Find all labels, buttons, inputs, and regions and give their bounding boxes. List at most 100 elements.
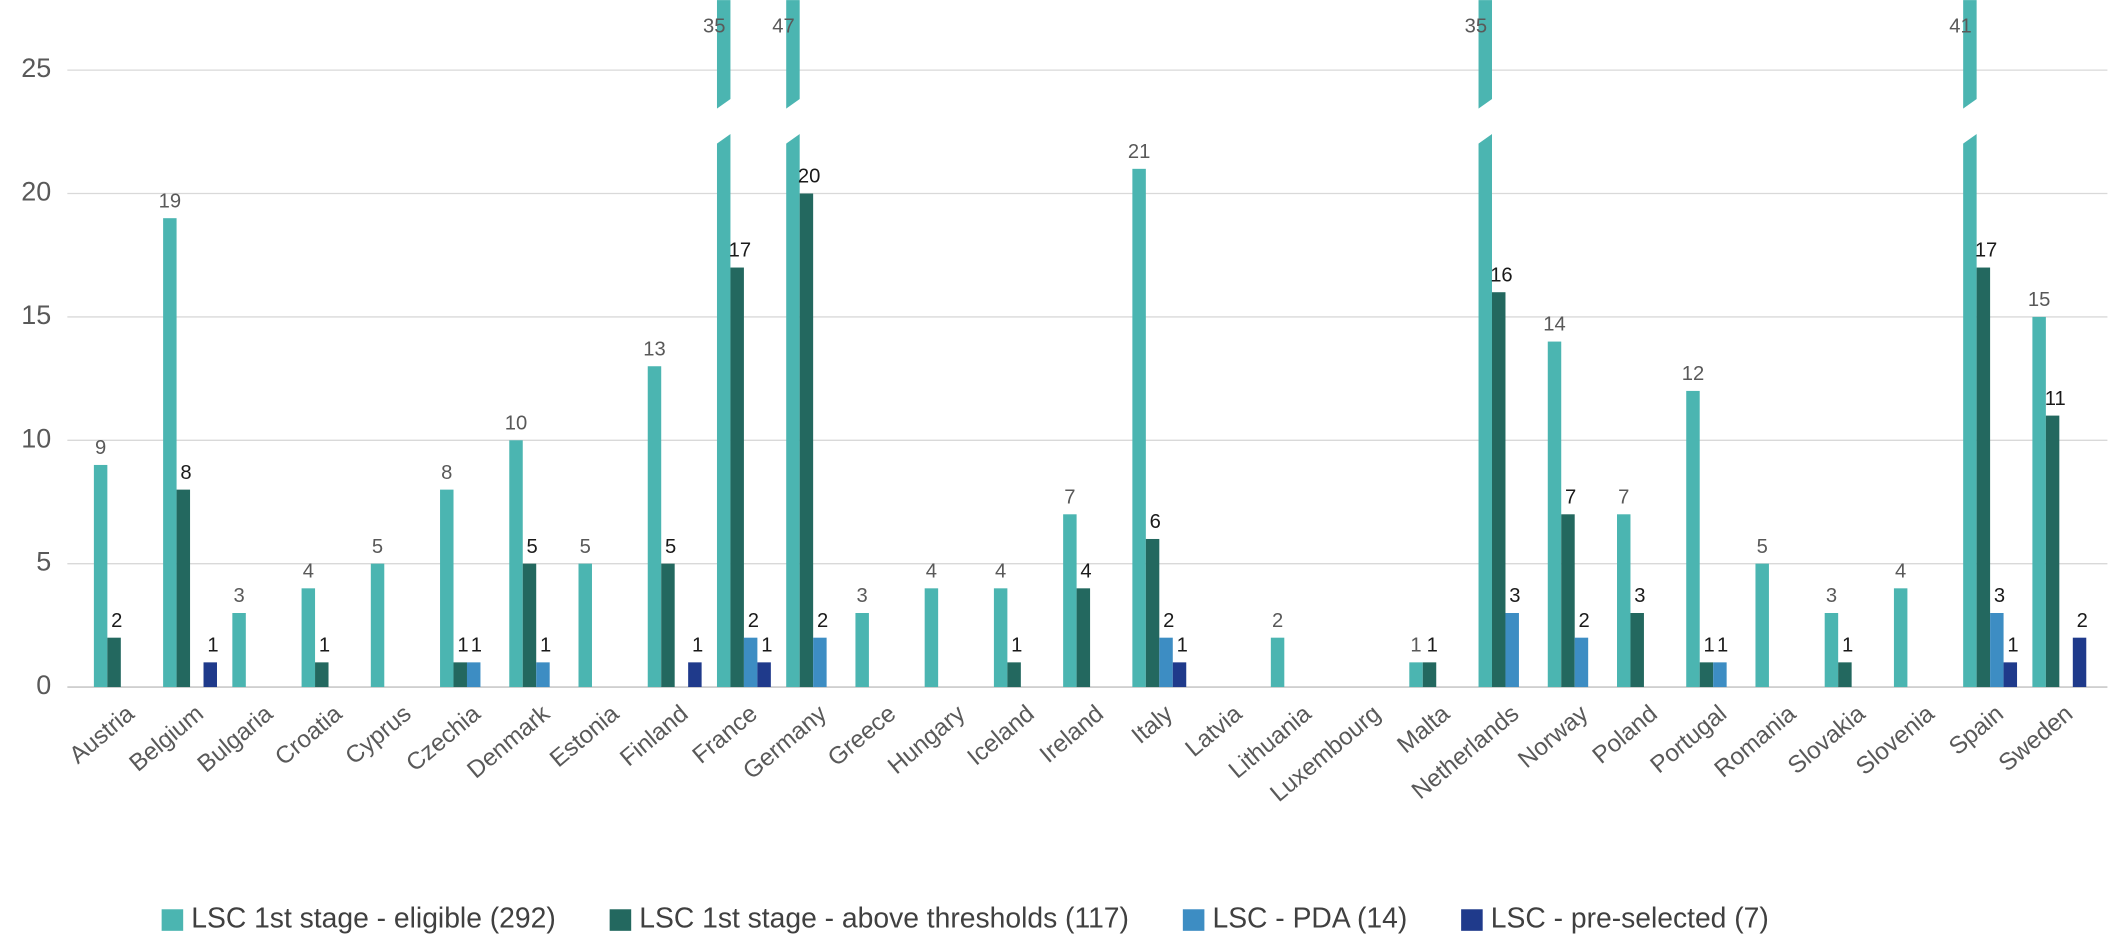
data-label: 3 [857, 585, 868, 607]
bar [2032, 316, 2046, 688]
data-label: 4 [1080, 561, 1091, 583]
data-label: 3 [1509, 585, 1520, 607]
bar [757, 662, 771, 688]
x-tick-label: Hungary [883, 700, 971, 780]
bar [107, 637, 121, 688]
bar [1478, 0, 1493, 688]
data-label: 1 [1177, 635, 1188, 657]
data-label: 11 [2045, 388, 2066, 410]
data-label: 5 [527, 536, 538, 558]
bar [440, 489, 454, 688]
x-tick-label: Italy [1127, 700, 1179, 750]
y-tick-label: 0 [36, 670, 51, 700]
bar [1492, 292, 1506, 688]
data-label: 15 [2028, 289, 2050, 311]
axis-break [714, 97, 734, 146]
bar [2003, 662, 2018, 688]
bar [1007, 662, 1021, 688]
data-label: 16 [1490, 264, 1512, 286]
bar [453, 662, 467, 688]
data-label: 1 [1410, 635, 1421, 657]
bar [786, 0, 800, 688]
data-label: 1 [1704, 635, 1715, 657]
x-tick-label: Sweden [1994, 700, 2078, 777]
y-tick-label: 20 [21, 177, 51, 207]
axis-break [1960, 97, 1980, 146]
bar [1963, 0, 1977, 688]
data-label: 19 [159, 190, 181, 212]
x-tick-label: Bulgaria [193, 700, 279, 778]
bar [2045, 415, 2060, 688]
bar [1132, 168, 1146, 688]
data-label: 47 [772, 15, 794, 37]
data-label: 6 [1150, 511, 1161, 533]
y-tick-label: 5 [36, 547, 51, 577]
data-label: 4 [995, 561, 1006, 583]
bar [1990, 613, 2004, 688]
data-label: 17 [1975, 240, 1997, 262]
x-tick-label: Finland [615, 700, 693, 772]
data-label: 2 [748, 610, 759, 632]
bar [466, 662, 481, 688]
bar [647, 366, 662, 688]
bar [855, 613, 869, 688]
data-label: 1 [1427, 635, 1438, 657]
axis-break [783, 97, 803, 146]
bar [1713, 662, 1727, 688]
data-label: 4 [926, 561, 937, 583]
legend-swatch [609, 909, 632, 931]
data-label: 9 [95, 437, 106, 459]
data-label: 3 [1826, 585, 1837, 607]
x-tick-label: Slovenia [1851, 700, 1940, 781]
data-label: 17 [729, 240, 751, 262]
bar [1076, 588, 1091, 688]
bar [203, 662, 217, 688]
bar [1686, 390, 1700, 688]
data-label: 1 [2007, 635, 2018, 657]
y-tick-label: 10 [21, 423, 51, 453]
data-label: 3 [1634, 585, 1645, 607]
data-label: 3 [233, 585, 244, 607]
bar [1699, 662, 1714, 688]
bar [813, 637, 827, 688]
bar [661, 563, 675, 688]
data-label: 35 [1465, 15, 1487, 37]
data-label: 20 [798, 166, 820, 188]
bar [578, 563, 592, 688]
bar [301, 588, 316, 688]
data-label: 4 [1895, 561, 1906, 583]
data-label: 5 [580, 536, 591, 558]
data-label: 1 [457, 635, 468, 657]
bar [1617, 514, 1631, 688]
data-label: 7 [1064, 486, 1075, 508]
data-label: 1 [761, 635, 772, 657]
bar [1838, 662, 1852, 688]
bar [536, 662, 550, 688]
data-label: 1 [1717, 635, 1728, 657]
data-label: 1 [1011, 635, 1022, 657]
data-label: 2 [1163, 610, 1174, 632]
data-label: 2 [111, 610, 122, 632]
data-label: 14 [1543, 314, 1565, 336]
data-label: 5 [372, 536, 383, 558]
data-label: 7 [1565, 486, 1576, 508]
data-label: 2 [817, 610, 828, 632]
bar [743, 637, 758, 688]
bar [93, 464, 108, 688]
data-label: 12 [1682, 363, 1704, 385]
legend-swatch [1461, 909, 1483, 931]
bar [1630, 613, 1644, 688]
data-label: 2 [2077, 610, 2088, 632]
axis-break [1475, 97, 1495, 146]
data-label: 41 [1949, 15, 1971, 37]
bar [1547, 341, 1562, 688]
legend-label: LSC 1st stage - eligible (292) [191, 902, 556, 934]
bar [1976, 267, 1991, 688]
bar [799, 193, 814, 688]
x-tick-label: Belgium [124, 700, 208, 777]
bar [1270, 637, 1285, 688]
bar [315, 662, 329, 688]
bar [1561, 514, 1575, 688]
bar [232, 613, 246, 688]
bar [1755, 563, 1769, 688]
